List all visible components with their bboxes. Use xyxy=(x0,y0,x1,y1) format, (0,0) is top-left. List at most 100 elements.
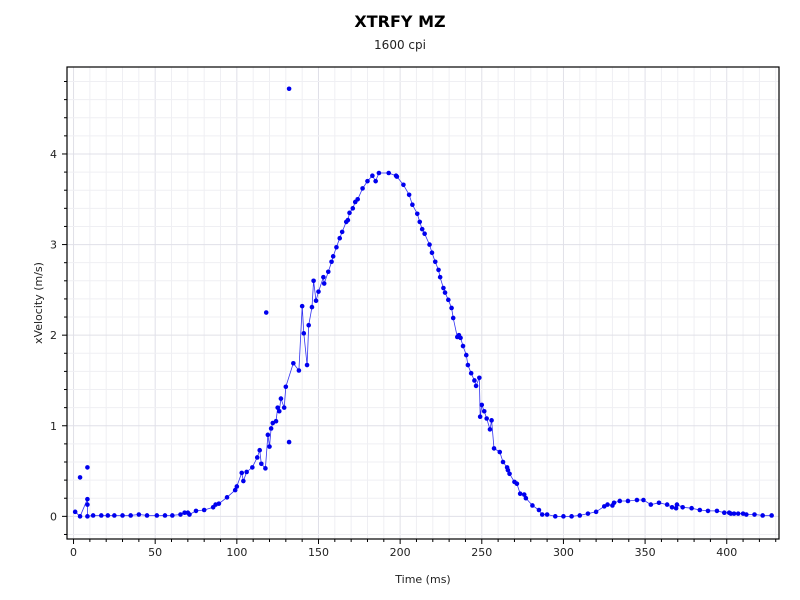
data-point xyxy=(689,505,694,511)
data-point xyxy=(259,461,264,467)
data-point xyxy=(273,418,279,424)
data-point xyxy=(296,368,302,373)
series-line xyxy=(74,172,772,518)
data-point xyxy=(239,470,245,476)
data-point xyxy=(481,408,487,414)
data-point xyxy=(673,505,679,511)
x-tick-label: 0 xyxy=(70,546,77,559)
data-point xyxy=(301,331,307,336)
data-point xyxy=(304,362,310,368)
data-point xyxy=(721,510,727,516)
data-point xyxy=(234,484,240,489)
data-point xyxy=(286,86,292,92)
data-point xyxy=(593,509,599,515)
y-tick-label: 3 xyxy=(50,239,57,252)
data-point xyxy=(311,278,316,284)
data-point xyxy=(449,305,454,311)
data-point xyxy=(473,383,479,389)
data-point xyxy=(669,504,675,510)
data-point xyxy=(201,507,207,513)
data-point xyxy=(414,211,420,217)
data-point xyxy=(250,465,255,470)
data-point xyxy=(339,229,345,235)
data-point xyxy=(263,466,268,471)
data-point xyxy=(373,178,378,184)
data-point xyxy=(417,219,423,225)
data-point xyxy=(105,513,111,518)
data-point xyxy=(769,513,774,518)
data-point xyxy=(232,487,238,493)
data-point xyxy=(497,449,503,455)
data-point xyxy=(705,508,711,514)
data-point xyxy=(334,244,339,250)
data-point xyxy=(216,501,222,506)
data-point xyxy=(491,446,497,451)
data-point xyxy=(458,335,463,341)
data-point xyxy=(552,514,558,519)
data-point xyxy=(477,414,483,419)
x-tick-label: 50 xyxy=(148,546,162,559)
data-point xyxy=(605,502,610,507)
data-point xyxy=(479,402,485,408)
data-point xyxy=(664,502,670,507)
data-point xyxy=(85,514,90,519)
x-tick-label: 200 xyxy=(390,546,411,559)
data-point xyxy=(299,303,305,309)
data-point xyxy=(136,512,142,517)
data-point xyxy=(268,426,274,431)
data-point xyxy=(112,513,117,518)
data-point xyxy=(267,444,272,449)
data-point xyxy=(489,418,494,423)
data-point xyxy=(386,170,392,176)
data-point xyxy=(98,513,104,518)
data-point xyxy=(316,289,321,294)
data-point xyxy=(224,495,230,500)
x-tick-label: 400 xyxy=(716,546,737,559)
data-point xyxy=(536,507,542,513)
data-point xyxy=(170,513,175,518)
data-point xyxy=(728,511,734,516)
data-point xyxy=(436,267,441,273)
data-point xyxy=(561,514,566,519)
data-point xyxy=(523,495,529,501)
data-point xyxy=(429,250,435,256)
x-tick-label: 150 xyxy=(308,546,329,559)
data-point xyxy=(419,226,425,232)
data-point xyxy=(77,514,83,519)
y-axis-label: xVelocity (m/s) xyxy=(32,262,45,344)
data-point xyxy=(463,352,469,358)
data-point xyxy=(410,202,415,208)
data-point xyxy=(760,513,765,518)
data-point xyxy=(376,170,382,176)
data-point xyxy=(178,512,183,517)
data-point xyxy=(72,509,78,515)
data-point xyxy=(265,432,271,438)
data-point xyxy=(85,496,90,502)
data-point xyxy=(350,206,356,211)
data-point xyxy=(634,497,640,503)
data-point xyxy=(731,511,737,516)
y-tick-label: 0 xyxy=(50,510,57,523)
data-point xyxy=(306,322,311,328)
data-point xyxy=(257,447,262,453)
data-point xyxy=(154,513,160,518)
data-point xyxy=(611,500,617,506)
data-point xyxy=(406,192,412,198)
data-point xyxy=(85,502,90,507)
x-tick-label: 300 xyxy=(553,546,574,559)
data-point xyxy=(468,370,474,376)
data-point xyxy=(263,310,269,315)
data-point xyxy=(162,513,168,518)
data-point xyxy=(286,439,292,445)
plot-frame xyxy=(66,66,780,540)
data-point xyxy=(530,503,535,508)
data-point xyxy=(697,507,703,513)
data-point xyxy=(85,465,90,470)
data-point xyxy=(182,510,187,516)
data-point xyxy=(278,396,284,401)
grid xyxy=(67,67,779,539)
data-point xyxy=(90,513,96,518)
data-point xyxy=(714,508,720,514)
data-point xyxy=(500,459,506,465)
data-point xyxy=(521,492,527,497)
